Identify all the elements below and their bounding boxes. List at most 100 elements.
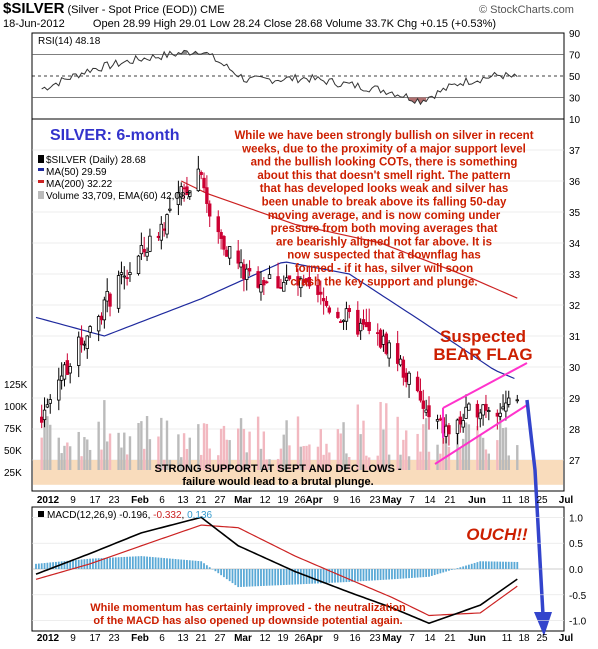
macd-legend-signal: -0.332: [153, 510, 182, 521]
macd-hist-bar: [456, 568, 459, 569]
volume-bar: [66, 442, 69, 470]
macd-hist-bar: [186, 560, 188, 569]
volume-bar: [80, 456, 83, 470]
macd-hist-bar: [197, 561, 200, 569]
volume-bar: [362, 420, 365, 470]
volume-bar: [396, 416, 399, 470]
candle-body: [376, 332, 380, 335]
macd-hist-bar: [422, 569, 425, 578]
volume-bar: [419, 451, 422, 470]
close-label: Close: [263, 18, 292, 30]
volume-bar: [339, 433, 342, 470]
macd-hist-bar: [92, 558, 94, 569]
candle-body: [102, 299, 107, 321]
candle-body: [344, 308, 349, 322]
commentary-line: crash the key support and plunge.: [290, 276, 477, 288]
macd-hist-bar: [299, 569, 302, 585]
macd-hist-bar: [43, 563, 46, 569]
candle-body: [179, 186, 183, 198]
macd-hist-bar: [63, 561, 66, 569]
x-tick-label: 14: [424, 495, 436, 506]
candle-body: [327, 307, 332, 313]
macd-hist-bar: [282, 569, 285, 586]
volume-bar: [302, 445, 305, 470]
x-tick-label: 25: [536, 633, 548, 644]
candle-body: [96, 316, 101, 332]
macd-hist-bar: [433, 569, 436, 576]
macd-hist-bar: [445, 569, 447, 572]
macd-hist-bar: [225, 569, 228, 580]
legend-swatch-price: [38, 155, 44, 163]
price-tick-label: 36: [569, 177, 581, 188]
x-tick-label: 26: [294, 633, 306, 644]
x-tick-label: 7: [409, 633, 415, 644]
candle-body: [39, 416, 44, 423]
x-tick-label: Jun: [468, 633, 486, 644]
volume-bar: [105, 441, 109, 470]
legend-price: $SILVER (Daily) 28.68: [46, 155, 146, 166]
commentary-text: While we have been strongly bullish on s…: [234, 130, 533, 288]
volume-bar: [228, 440, 231, 470]
macd-hist-bar: [322, 569, 325, 584]
candle-body: [108, 293, 112, 307]
x-tick-label: 18: [518, 495, 530, 506]
macd-hist-bar: [74, 560, 77, 569]
macd-hist-bar: [496, 561, 499, 569]
x-tick-label: 21: [195, 495, 207, 506]
volume-bar: [416, 433, 419, 470]
x-tick-label: 21: [444, 495, 456, 506]
candle-body: [307, 277, 312, 287]
candle-body: [384, 333, 388, 354]
volume-label: Volume: [325, 18, 363, 30]
chg-label: Chg: [396, 18, 418, 30]
price-tick-label: 34: [569, 239, 581, 250]
macd-hist-bar: [285, 569, 288, 585]
volume-bar: [319, 429, 322, 470]
macd-hist-bar: [450, 569, 453, 570]
volume-bar: [120, 447, 123, 470]
candle-body: [88, 326, 92, 333]
volume-bar: [177, 434, 180, 470]
volume-bar: [365, 455, 368, 470]
candle-body: [347, 308, 351, 313]
volume-bar: [248, 431, 251, 470]
macd-hist-bar: [77, 559, 80, 569]
macd-hist-bar: [277, 569, 279, 586]
macd-hist-bar: [100, 558, 103, 569]
macd-hist-bar: [280, 569, 282, 586]
macd-hist-bar: [493, 561, 496, 569]
macd-hist-bar: [448, 569, 450, 571]
volume-bar: [424, 418, 428, 470]
macd-hist-bar: [476, 562, 479, 569]
candle-body: [256, 271, 260, 288]
volume-bar: [407, 456, 411, 470]
volume-bar: [242, 428, 246, 470]
candle-body: [188, 190, 192, 197]
candle-body: [336, 311, 340, 318]
macd-hist-bar: [129, 556, 131, 569]
macd-hist-bar: [208, 567, 211, 569]
x-tick-label: Jul: [559, 633, 574, 644]
volume-bar: [68, 446, 72, 470]
macd-hist-bar: [314, 569, 316, 584]
candle-body: [464, 406, 468, 419]
macd-hist-bar: [297, 569, 299, 585]
volume-bars: [40, 400, 519, 470]
macd-legend-prefix: MACD(12,26,9): [47, 510, 116, 521]
volume-bar: [202, 423, 206, 470]
volume-bar: [308, 444, 311, 470]
macd-hist-bar: [467, 564, 470, 569]
chart-header-line-1: $SILVER (Silver - Spot Price (EOD)) CME: [3, 0, 225, 17]
volume-bar: [399, 454, 402, 470]
candle-body: [128, 272, 132, 275]
rsi-tick-label: 90: [569, 29, 581, 40]
volume-bar: [348, 457, 351, 470]
macd-hist-bar: [342, 569, 345, 583]
candle-body: [99, 315, 104, 321]
volume-bar: [180, 457, 183, 470]
x-tick-label: 26: [294, 495, 306, 506]
volume-bar: [117, 432, 120, 470]
volume-bar: [123, 432, 126, 470]
x-tick-label: 21: [444, 633, 456, 644]
candles: [39, 155, 519, 446]
